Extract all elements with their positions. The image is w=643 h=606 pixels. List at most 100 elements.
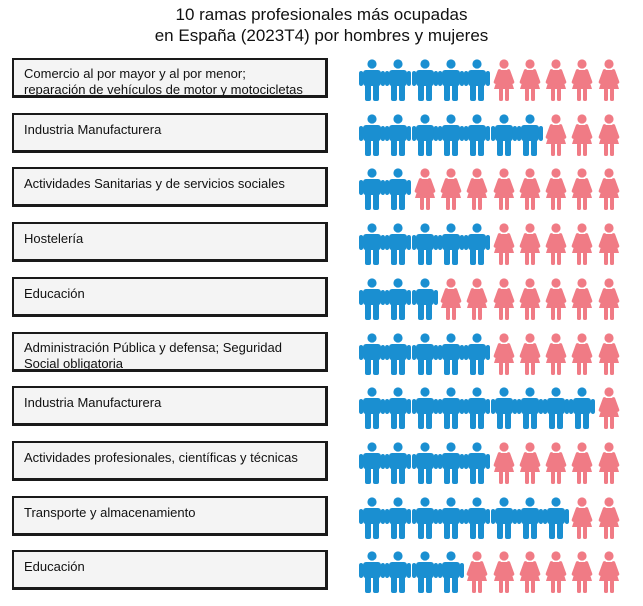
male-person-icon — [491, 114, 517, 156]
male-person-icon — [517, 387, 543, 429]
male-person-icon — [412, 59, 438, 101]
male-person-icon — [359, 387, 385, 429]
male-person-icon — [412, 114, 438, 156]
row-label: Comercio al por mayor y al por menor; rep… — [12, 58, 328, 98]
female-person-icon — [519, 333, 541, 375]
female-person-icon — [571, 551, 593, 593]
female-person-icon — [519, 442, 541, 484]
male-person-icon — [464, 59, 490, 101]
female-person-icon — [545, 442, 567, 484]
row-label: Hostelería — [12, 222, 328, 262]
female-person-icon — [466, 278, 488, 320]
female-person-icon — [571, 114, 593, 156]
male-person-icon — [491, 387, 517, 429]
pictogram-row: Comercio al por mayor y al por menor; rep… — [12, 58, 630, 102]
male-person-icon — [438, 497, 464, 539]
row-label: Administración Pública y defensa; Seguri… — [12, 332, 328, 372]
male-person-icon — [438, 442, 464, 484]
row-icons — [359, 222, 629, 266]
male-person-icon — [385, 497, 411, 539]
female-person-icon — [493, 333, 515, 375]
female-person-icon — [571, 223, 593, 265]
female-person-icon — [414, 168, 436, 210]
chart-title-line-2: en España (2023T4) por hombres y mujeres — [154, 26, 489, 45]
pictogram-row: Hostelería — [12, 222, 630, 266]
male-person-icon — [359, 114, 385, 156]
male-person-icon — [464, 333, 490, 375]
male-person-icon — [438, 551, 464, 593]
female-person-icon — [519, 278, 541, 320]
male-person-icon — [385, 168, 411, 210]
female-person-icon — [571, 442, 593, 484]
pictogram-row: Industria Manufacturera — [12, 386, 630, 430]
male-person-icon — [385, 223, 411, 265]
row-label: Industria Manufacturera — [12, 113, 328, 153]
male-person-icon — [359, 551, 385, 593]
female-person-icon — [545, 223, 567, 265]
male-person-icon — [412, 551, 438, 593]
pictogram-row: Educación — [12, 277, 630, 321]
male-person-icon — [438, 333, 464, 375]
male-person-icon — [412, 442, 438, 484]
female-person-icon — [598, 223, 620, 265]
female-person-icon — [545, 59, 567, 101]
male-person-icon — [438, 59, 464, 101]
pictogram-row: Actividades profesionales, científicas y… — [12, 441, 630, 485]
female-person-icon — [545, 114, 567, 156]
male-person-icon — [359, 442, 385, 484]
female-person-icon — [493, 278, 515, 320]
male-person-icon — [359, 223, 385, 265]
row-icons — [359, 332, 629, 376]
male-person-icon — [385, 551, 411, 593]
row-icons — [359, 550, 629, 594]
female-person-icon — [598, 278, 620, 320]
female-person-icon — [493, 551, 515, 593]
row-label: Transporte y almacenamiento — [12, 496, 328, 536]
male-person-icon — [438, 223, 464, 265]
male-person-icon — [438, 114, 464, 156]
row-label-line: Industria Manufacturera — [24, 122, 162, 137]
female-person-icon — [545, 168, 567, 210]
row-label-line: Educación — [24, 559, 85, 574]
male-person-icon — [412, 333, 438, 375]
male-person-icon — [464, 497, 490, 539]
male-person-icon — [385, 442, 411, 484]
pictogram-row: Transporte y almacenamiento — [12, 496, 630, 540]
male-person-icon — [412, 387, 438, 429]
male-person-icon — [543, 497, 569, 539]
row-label: Educación — [12, 550, 328, 590]
female-person-icon — [571, 168, 593, 210]
male-person-icon — [491, 497, 517, 539]
row-icons — [359, 386, 629, 430]
female-person-icon — [493, 59, 515, 101]
female-person-icon — [571, 59, 593, 101]
pictogram-row: Industria Manufacturera — [12, 113, 630, 157]
female-person-icon — [440, 168, 462, 210]
female-person-icon — [598, 442, 620, 484]
row-label-line: Administración Pública y defensa; Seguri… — [24, 340, 282, 355]
male-person-icon — [385, 278, 411, 320]
female-person-icon — [493, 168, 515, 210]
male-person-icon — [412, 497, 438, 539]
row-icons — [359, 58, 629, 102]
male-person-icon — [385, 387, 411, 429]
female-person-icon — [571, 333, 593, 375]
row-label-line: Educación — [24, 286, 85, 301]
row-label-line: Industria Manufacturera — [24, 395, 162, 410]
row-label: Actividades profesionales, científicas y… — [12, 441, 328, 481]
female-person-icon — [519, 59, 541, 101]
female-person-icon — [598, 387, 620, 429]
male-person-icon — [464, 387, 490, 429]
female-person-icon — [519, 223, 541, 265]
row-label: Actividades Sanitarias y de servicios so… — [12, 167, 328, 207]
row-icons — [359, 441, 629, 485]
male-person-icon — [359, 497, 385, 539]
row-label-line: Hostelería — [24, 231, 84, 246]
male-person-icon — [464, 223, 490, 265]
female-person-icon — [440, 278, 462, 320]
female-person-icon — [598, 551, 620, 593]
row-label: Industria Manufacturera — [12, 386, 328, 426]
row-label-line: Comercio al por mayor y al por menor; — [24, 66, 246, 81]
female-person-icon — [519, 551, 541, 593]
female-person-icon — [545, 333, 567, 375]
